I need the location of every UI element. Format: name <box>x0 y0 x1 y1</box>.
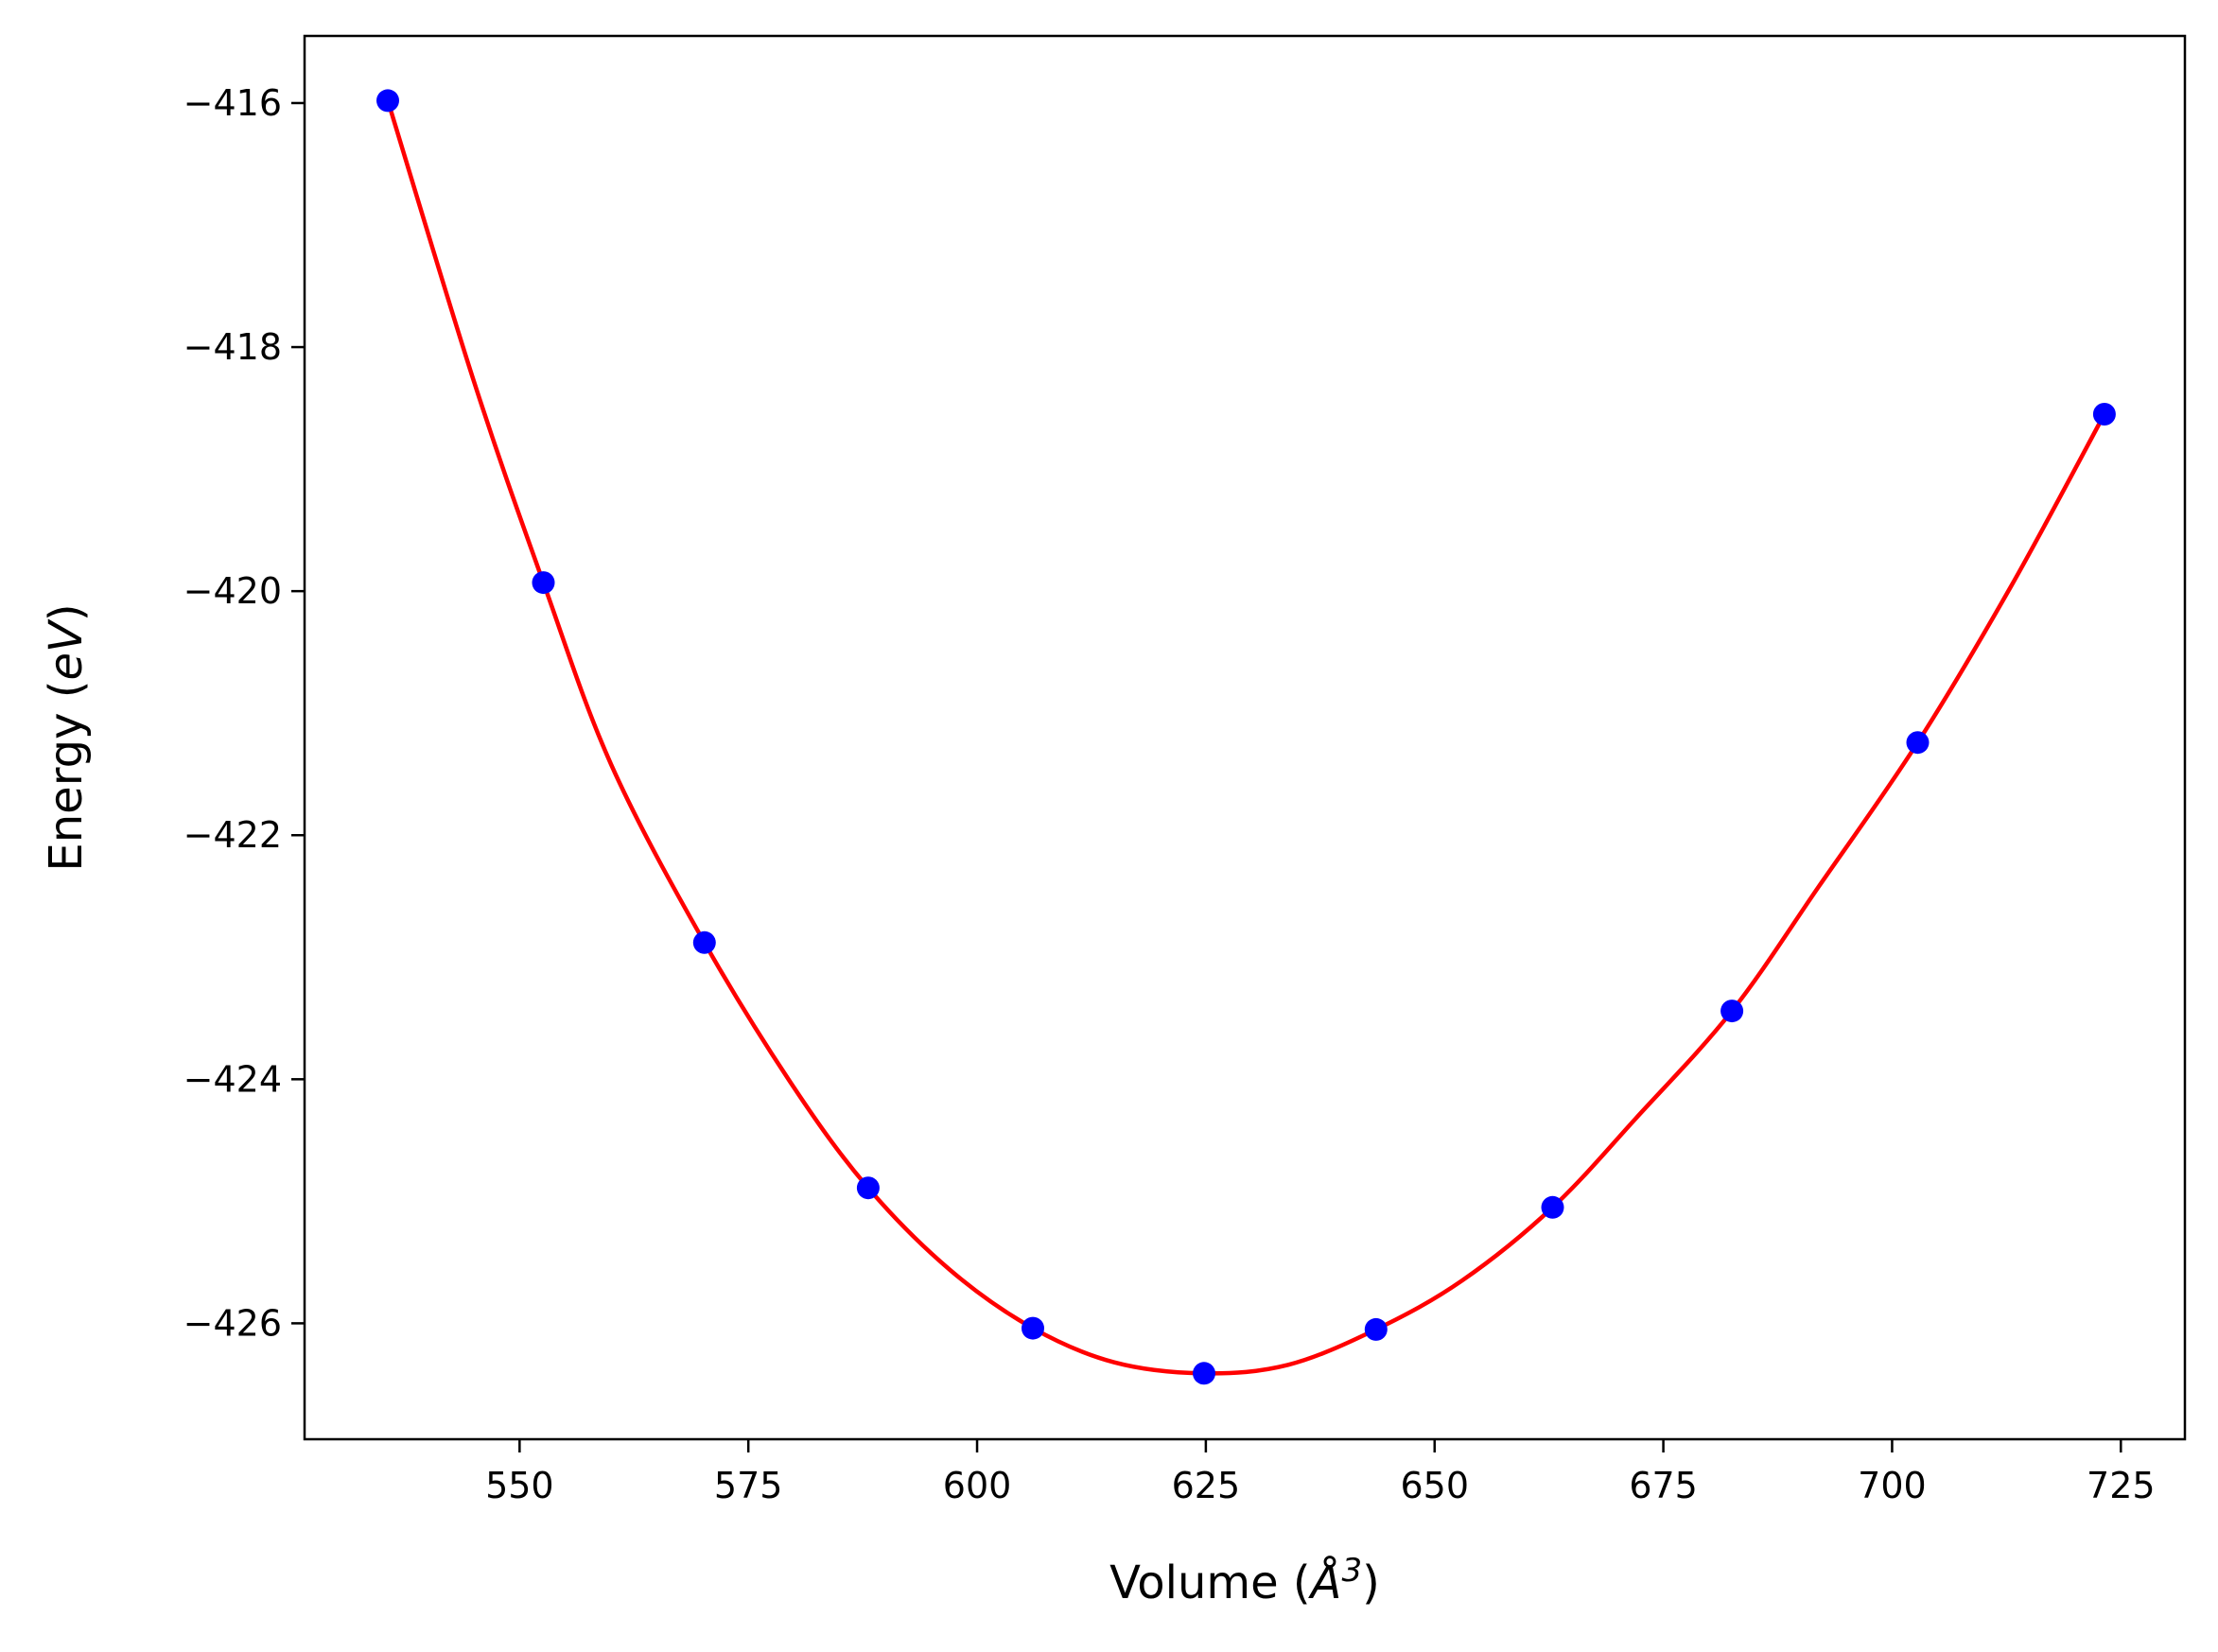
data-point <box>1906 731 1930 755</box>
x-tick-label: 700 <box>1858 1465 1927 1506</box>
fit-curve-line <box>385 99 2106 1376</box>
x-tick-label: 575 <box>714 1465 783 1506</box>
data-point <box>856 1176 880 1200</box>
x-axis-label: Volume (Å3) <box>1109 1552 1380 1609</box>
y-tick-label: −422 <box>183 814 282 856</box>
data-point <box>376 89 399 113</box>
data-point <box>692 930 716 954</box>
data-point <box>1541 1195 1564 1219</box>
y-tick-label: −426 <box>183 1302 282 1344</box>
y-tick-label: −416 <box>183 82 282 124</box>
plot-area <box>305 36 2185 1439</box>
data-point <box>1022 1316 1044 1340</box>
y-tick-label: −420 <box>183 570 282 612</box>
data-point <box>532 571 555 595</box>
data-point <box>1720 1000 1744 1023</box>
data-point <box>1364 1317 1388 1341</box>
x-tick-label: 600 <box>943 1465 1012 1506</box>
x-tick-label: 625 <box>1172 1465 1241 1506</box>
y-axis-ticks: −416 −418 −420 −422 −424 −426 <box>183 82 305 1344</box>
y-tick-label: −418 <box>183 326 282 368</box>
x-tick-label: 725 <box>2087 1465 2156 1506</box>
plot-frame <box>303 34 2187 1441</box>
fit-curve-layer <box>385 99 2106 1376</box>
x-tick-label: 550 <box>485 1465 554 1506</box>
data-point <box>2092 403 2116 426</box>
y-axis-label: Energy (eV) <box>40 603 93 871</box>
data-points-layer <box>376 89 2116 1385</box>
data-point <box>1193 1362 1215 1385</box>
x-tick-label: 650 <box>1400 1465 1469 1506</box>
x-tick-label: 675 <box>1629 1465 1698 1506</box>
y-tick-label: −424 <box>183 1058 282 1100</box>
x-axis-ticks: 550 575 600 625 650 675 700 725 <box>485 1439 2156 1506</box>
